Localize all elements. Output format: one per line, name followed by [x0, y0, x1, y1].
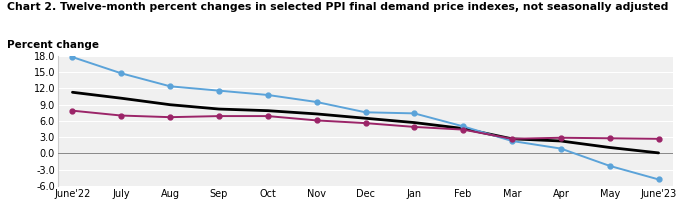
Text: Chart 2. Twelve-month percent changes in selected PPI final demand price indexes: Chart 2. Twelve-month percent changes in…	[7, 2, 668, 12]
Text: Percent change: Percent change	[7, 40, 99, 50]
